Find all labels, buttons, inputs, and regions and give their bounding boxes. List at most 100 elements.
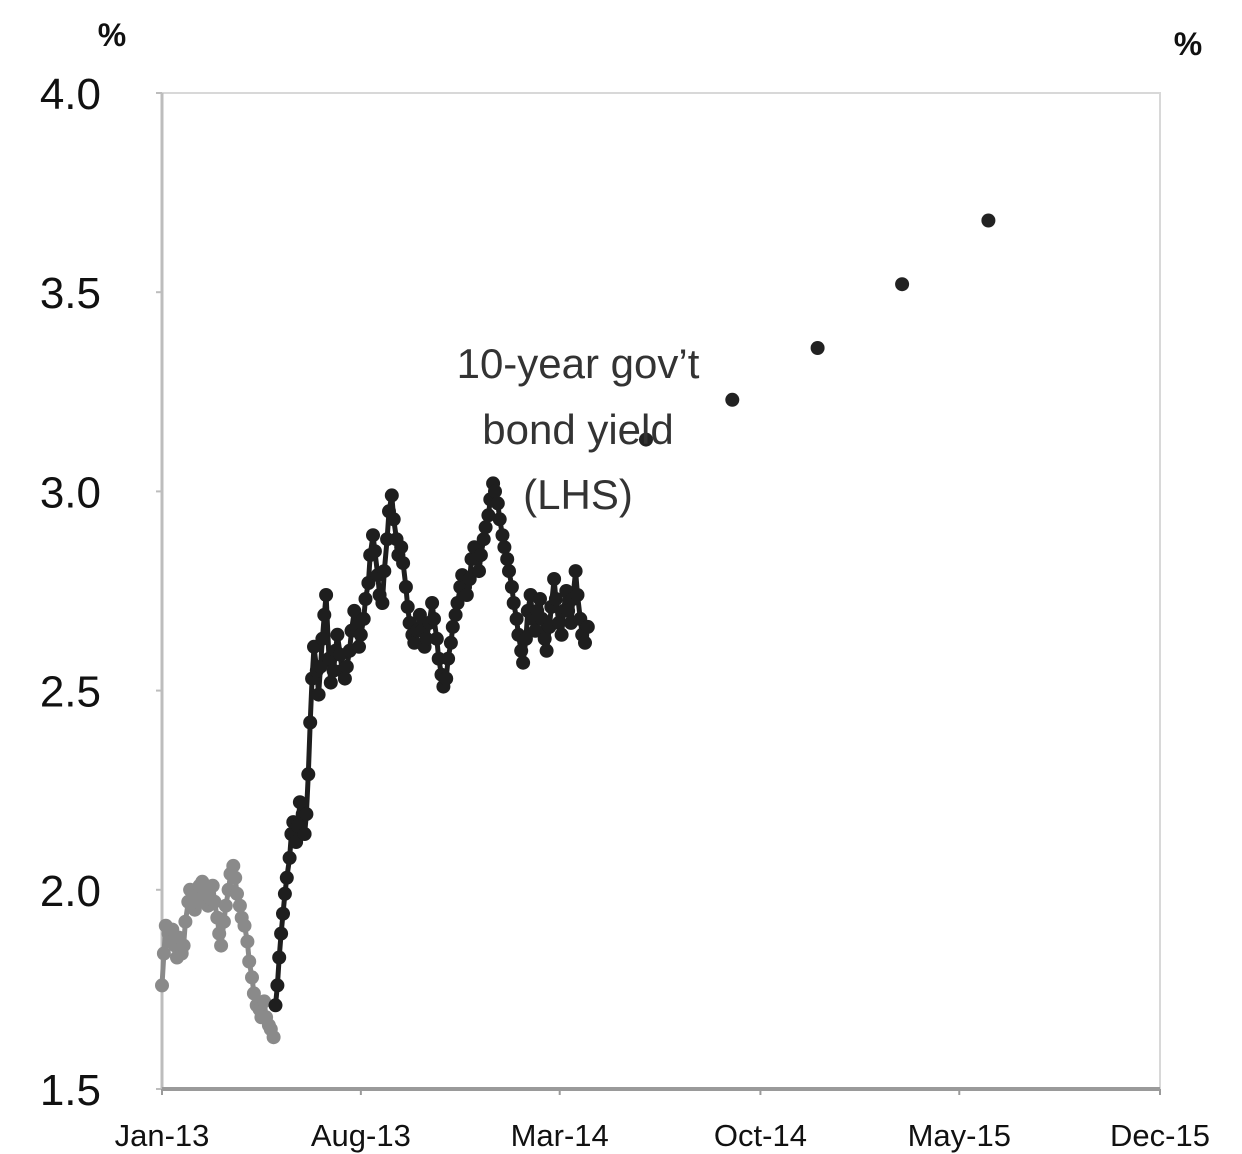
data-point <box>367 544 382 559</box>
data-point <box>448 607 463 622</box>
data-point <box>396 556 411 571</box>
data-point <box>216 914 231 929</box>
series-layer <box>155 213 996 1045</box>
data-point <box>237 918 252 933</box>
data-point <box>282 850 297 865</box>
data-point <box>394 540 409 555</box>
data-point <box>277 886 292 901</box>
x-tick-label: Jan-13 <box>115 1118 210 1153</box>
data-point <box>481 508 496 523</box>
data-point <box>299 807 314 822</box>
data-point <box>439 671 454 686</box>
data-point <box>516 655 531 670</box>
data-point <box>398 580 413 594</box>
data-point <box>488 484 502 499</box>
y-tick-label: 2.5 <box>40 668 101 717</box>
data-point <box>570 588 585 602</box>
y-tick-label: 3.0 <box>40 468 101 517</box>
data-point <box>178 914 193 929</box>
data-point <box>528 623 543 638</box>
y-tick-label: 2.0 <box>40 867 101 916</box>
data-point <box>155 978 169 993</box>
data-point <box>353 627 368 642</box>
data-point <box>537 631 552 646</box>
y-tick-labels: 4.0 3.5 3.0 2.5 2.0 1.5 <box>40 70 162 1115</box>
left-unit-label: % <box>98 17 126 53</box>
annotation-line-2: bond yield <box>482 406 673 453</box>
data-point <box>427 611 441 626</box>
forecast-point <box>725 392 740 407</box>
data-point <box>352 639 366 654</box>
data-point <box>207 894 222 909</box>
data-point <box>504 580 519 594</box>
data-point <box>578 635 592 650</box>
annotation-line-1: 10-year gov’t <box>457 340 700 387</box>
data-point <box>292 795 307 810</box>
data-point <box>330 627 345 642</box>
data-point <box>319 588 334 602</box>
data-point <box>205 878 220 893</box>
data-point <box>419 631 434 646</box>
data-point <box>500 552 515 567</box>
data-point <box>214 938 229 953</box>
data-point <box>580 619 595 634</box>
annotation-line-3: (LHS) <box>523 471 633 518</box>
data-point <box>246 986 261 1001</box>
x-tick-label: Oct-14 <box>714 1118 807 1153</box>
x-tick-label: Mar-14 <box>511 1118 609 1153</box>
data-point <box>450 596 465 610</box>
data-point <box>228 870 243 885</box>
x-tick-label: Aug-13 <box>311 1118 411 1153</box>
data-point <box>425 596 440 610</box>
data-point <box>226 858 241 873</box>
data-point <box>317 607 332 622</box>
data-point <box>358 592 373 606</box>
data-point <box>361 576 376 590</box>
data-point <box>509 611 524 626</box>
data-point <box>377 564 392 579</box>
data-point <box>441 651 456 666</box>
data-point <box>478 520 493 535</box>
data-point <box>270 978 285 993</box>
data-point <box>539 643 554 658</box>
data-point <box>347 603 362 618</box>
data-point <box>518 631 533 646</box>
y-tick-label: 4.0 <box>40 70 101 119</box>
data-point <box>274 926 289 941</box>
forecast-point <box>895 277 910 292</box>
data-point <box>268 998 283 1013</box>
data-point <box>533 592 547 606</box>
data-point <box>230 886 244 901</box>
x-tick-label: May-15 <box>908 1118 1011 1153</box>
data-point <box>502 564 516 579</box>
data-point <box>506 596 521 610</box>
data-point <box>472 564 486 579</box>
data-point <box>551 615 566 630</box>
data-point <box>240 934 255 949</box>
data-point <box>315 631 330 646</box>
data-point <box>323 675 338 690</box>
forecast-point <box>810 341 825 355</box>
data-point <box>366 528 380 543</box>
data-point <box>375 596 390 610</box>
data-point <box>554 627 569 642</box>
data-point <box>266 1030 281 1045</box>
data-point <box>276 906 290 921</box>
x-tick-label: Dec-15 <box>1110 1118 1210 1153</box>
data-point <box>176 938 191 953</box>
data-point <box>476 532 491 547</box>
data-point <box>490 496 505 511</box>
data-point <box>492 512 507 527</box>
data-point <box>459 588 474 602</box>
data-point <box>218 898 233 913</box>
data-point <box>301 767 316 782</box>
data-point <box>568 564 583 579</box>
series-light-grey-dotted-line <box>155 858 281 1045</box>
y-tick-label: 1.5 <box>40 1066 101 1115</box>
data-point <box>443 635 458 650</box>
data-point <box>257 994 272 1009</box>
data-point <box>497 540 512 555</box>
data-point <box>473 548 488 563</box>
